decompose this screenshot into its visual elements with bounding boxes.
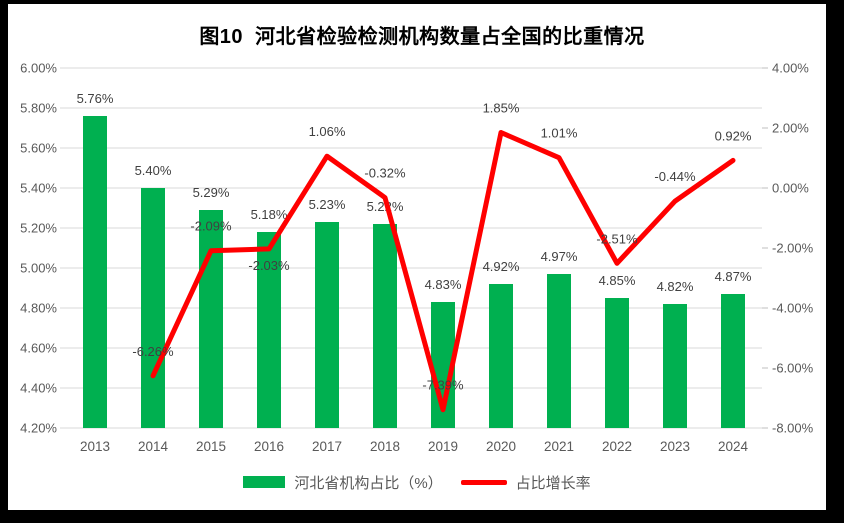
bar-2014 [141, 188, 165, 428]
bar-2017 [315, 222, 339, 428]
bar-label-2019: 4.83% [425, 277, 462, 292]
right-axis-tick-label: -6.00% [772, 361, 814, 376]
line-label-2014: -6.26% [132, 344, 174, 359]
x-axis-label-2013: 2013 [80, 439, 110, 454]
bar-label-2017: 5.23% [309, 197, 346, 212]
left-axis-tick-label: 5.00% [20, 261, 57, 276]
x-axis-label-2022: 2022 [602, 439, 632, 454]
line-label-2021: 1.01% [541, 126, 578, 141]
left-axis-tick-label: 4.60% [20, 341, 57, 356]
x-axis-label-2023: 2023 [660, 439, 690, 454]
left-axis-tick-label: 5.60% [20, 141, 57, 156]
bar-series-swatch [243, 476, 286, 488]
x-axis-label-2021: 2021 [544, 439, 574, 454]
chart-title: 图10 河北省检验检测机构数量占全国的比重情况 [199, 26, 645, 48]
x-axis-label-2017: 2017 [312, 439, 342, 454]
bar-2013 [83, 116, 107, 428]
right-axis-tick-label: 0.00% [772, 181, 809, 196]
chart-canvas [8, 4, 826, 510]
x-axis-label-2024: 2024 [718, 439, 749, 454]
left-axis-tick-label: 4.20% [20, 421, 57, 436]
bar-2016 [257, 232, 281, 428]
line-label-2020: 1.85% [483, 101, 520, 116]
x-axis-label-2014: 2014 [138, 439, 169, 454]
line-label-2016: -2.03% [248, 258, 290, 273]
bar-2021 [547, 274, 571, 428]
bar-label-2021: 4.97% [541, 249, 578, 264]
left-axis-tick-label: 5.40% [20, 181, 57, 196]
bar-2023 [663, 304, 687, 428]
left-axis-tick-label: 4.40% [20, 381, 57, 396]
bar-2015 [199, 210, 223, 428]
bar-label-2016: 5.18% [251, 207, 288, 222]
bar-label-2022: 4.85% [599, 273, 636, 288]
line-label-2015: -2.09% [190, 219, 232, 234]
left-axis-tick-label: 5.20% [20, 221, 57, 236]
bar-2024 [721, 294, 745, 428]
bar-2020 [489, 284, 513, 428]
legend-item-line-series: 占比增长率 [460, 472, 591, 493]
left-axis-tick-label: 5.80% [20, 101, 57, 116]
x-axis-label-2015: 2015 [196, 439, 226, 454]
x-axis-label-2018: 2018 [370, 439, 400, 454]
left-axis-tick-label: 6.00% [20, 61, 57, 76]
left-axis-tick-label: 4.80% [20, 301, 57, 316]
bar-label-2020: 4.92% [483, 259, 520, 274]
legend-item-bar-series: 河北省机构占比（%） [243, 472, 443, 493]
legend-bar-label: 河北省机构占比（%） [294, 474, 443, 492]
x-axis-label-2019: 2019 [428, 439, 458, 454]
right-axis-tick-label: -8.00% [772, 421, 814, 436]
line-label-2024: 0.92% [715, 128, 752, 143]
chart-legend: 河北省机构占比（%） 占比增长率 [8, 468, 826, 496]
right-axis-tick-label: 4.00% [772, 61, 809, 76]
bar-label-2024: 4.87% [715, 269, 752, 284]
right-axis-tick-label: -2.00% [772, 241, 814, 256]
line-series-swatch [460, 479, 507, 485]
right-axis-tick-label: 2.00% [772, 121, 809, 136]
line-label-2017: 1.06% [309, 124, 346, 139]
line-label-2018: -0.32% [364, 166, 406, 181]
x-axis-label-2020: 2020 [486, 439, 516, 454]
legend-line-label: 占比增长率 [515, 474, 591, 492]
growth-rate-line [150, 130, 736, 413]
bar-2018 [373, 224, 397, 428]
bar-label-2014: 5.40% [135, 163, 172, 178]
x-axis-label-2016: 2016 [254, 439, 284, 454]
line-label-2019: -7.39% [422, 378, 464, 393]
bar-2022 [605, 298, 629, 428]
bar-label-2013: 5.76% [77, 91, 114, 106]
bar-label-2023: 4.82% [657, 279, 694, 294]
line-label-2022: -2.51% [596, 231, 638, 246]
line-label-2023: -0.44% [654, 169, 696, 184]
right-axis-tick-label: -4.00% [772, 301, 814, 316]
bar-label-2015: 5.29% [193, 185, 230, 200]
